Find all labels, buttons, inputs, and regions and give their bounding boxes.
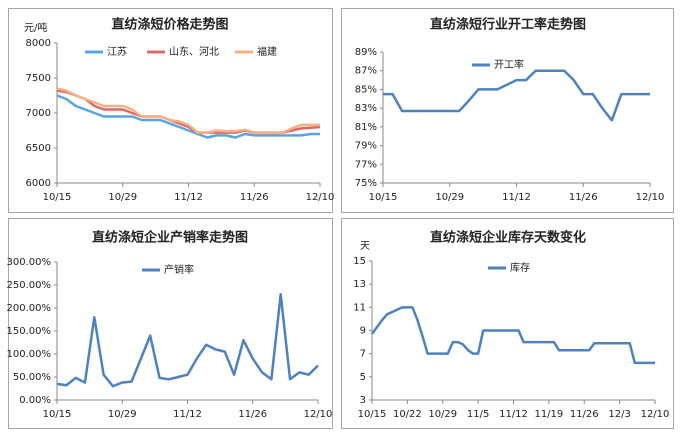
y-tick-label: 75% xyxy=(355,178,377,189)
chart-title: 直纺涤短企业产销率走势图 xyxy=(92,230,248,246)
chart-title: 直纺涤短价格走势图 xyxy=(111,17,228,33)
legend-label: 江苏 xyxy=(107,45,127,58)
panel xyxy=(341,218,674,429)
legend-label: 福建 xyxy=(257,45,277,58)
y-axis-label: 天 xyxy=(360,241,370,252)
x-tick-label: 12/10 xyxy=(636,192,665,203)
y-tick-label: 79% xyxy=(355,141,377,152)
x-tick-label: 11/12 xyxy=(174,192,203,203)
x-tick-label: 12/10 xyxy=(304,409,333,420)
y-tick-label: 7000 xyxy=(26,108,51,119)
y-tick-label: 3 xyxy=(360,395,366,406)
y-tick-label: 13 xyxy=(353,279,366,290)
y-tick-label: 81% xyxy=(355,122,377,133)
x-tick-label: 10/29 xyxy=(108,409,137,420)
y-tick-label: 15 xyxy=(353,256,366,267)
y-tick-label: 11 xyxy=(353,302,366,313)
x-tick-label: 10/29 xyxy=(435,192,464,203)
y-tick-label: 7 xyxy=(360,349,366,360)
x-tick-label: 10/15 xyxy=(43,409,72,420)
line-series xyxy=(370,306,655,365)
y-tick-label: 6000 xyxy=(26,178,51,189)
x-tick-label: 11/26 xyxy=(238,409,267,420)
x-tick-label: 11/19 xyxy=(534,409,563,420)
y-tick-label: 0.00% xyxy=(19,395,51,406)
x-tick-label: 11/26 xyxy=(570,409,599,420)
x-tick-label: 10/15 xyxy=(43,192,72,203)
line-series xyxy=(56,292,319,388)
y-tick-label: 200.00% xyxy=(7,303,52,314)
y-tick-label: 89% xyxy=(355,47,377,58)
y-tick-label: 85% xyxy=(355,84,377,95)
x-tick-label: 11/26 xyxy=(240,192,269,203)
x-tick-label: 10/15 xyxy=(358,409,387,420)
legend-label: 库存 xyxy=(510,261,530,274)
panel xyxy=(341,8,674,213)
y-tick-label: 300.00% xyxy=(7,257,52,268)
y-tick-label: 8000 xyxy=(26,38,51,49)
y-axis-label: 元/吨 xyxy=(24,21,47,34)
y-tick-label: 150.00% xyxy=(7,326,52,337)
x-tick-label: 11/5 xyxy=(467,409,489,420)
chart-title: 直纺涤短企业库存天数变化 xyxy=(430,230,586,246)
legend-label: 开工率 xyxy=(494,58,524,71)
legend-label: 山东、河北 xyxy=(169,45,219,58)
y-tick-label: 5 xyxy=(360,372,366,383)
y-tick-label: 7500 xyxy=(26,73,51,84)
x-tick-label: 11/12 xyxy=(499,409,528,420)
line-series xyxy=(56,94,320,139)
x-tick-label: 12/10 xyxy=(306,192,335,203)
y-tick-label: 9 xyxy=(360,326,366,337)
line-series xyxy=(56,87,320,134)
x-tick-label: 11/12 xyxy=(173,409,202,420)
x-tick-label: 10/22 xyxy=(393,409,422,420)
x-tick-label: 10/15 xyxy=(369,192,398,203)
y-tick-label: 100.00% xyxy=(7,349,52,360)
y-tick-label: 77% xyxy=(355,159,377,170)
y-tick-label: 250.00% xyxy=(7,280,52,291)
y-tick-label: 50.00% xyxy=(13,372,51,383)
legend-label: 产销率 xyxy=(164,263,194,276)
panel xyxy=(8,8,333,213)
x-tick-label: 10/29 xyxy=(108,192,137,203)
x-tick-label: 11/26 xyxy=(569,192,598,203)
x-tick-label: 12/10 xyxy=(641,409,670,420)
chart-title: 直纺涤短行业开工率走势图 xyxy=(430,17,586,33)
x-tick-label: 10/29 xyxy=(428,409,457,420)
y-tick-label: 83% xyxy=(355,103,377,114)
x-tick-label: 12/3 xyxy=(608,409,630,420)
x-tick-label: 11/12 xyxy=(502,192,531,203)
y-tick-label: 87% xyxy=(355,66,377,77)
y-tick-label: 6500 xyxy=(26,143,51,154)
line-series xyxy=(383,69,650,122)
